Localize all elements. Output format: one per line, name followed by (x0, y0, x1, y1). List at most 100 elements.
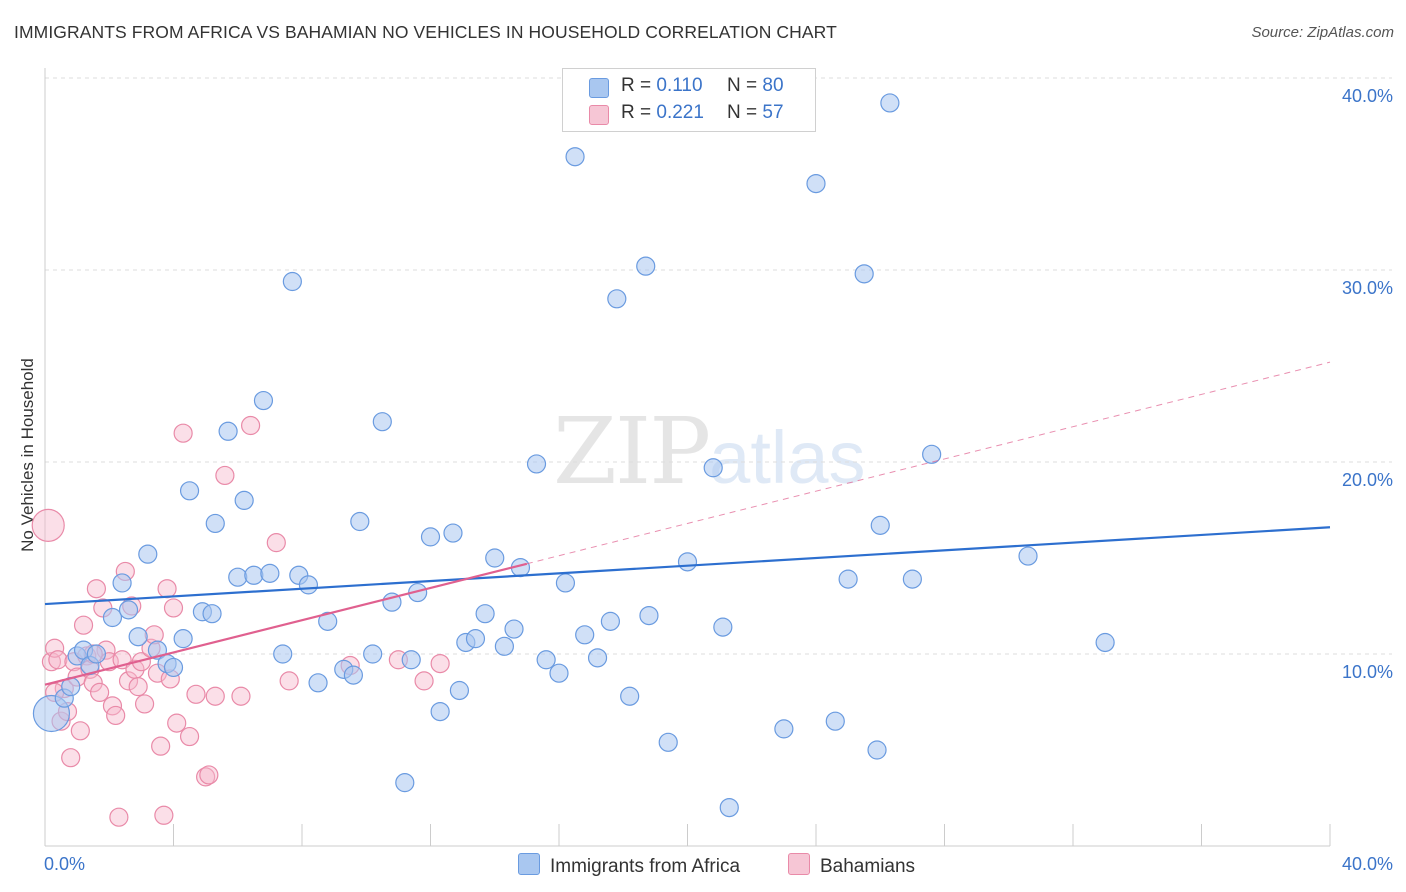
point-immigrants-from-africa (350, 511, 370, 532)
point-immigrants-from-africa (494, 636, 514, 656)
chart-title: IMMIGRANTS FROM AFRICA VS BAHAMIAN NO VE… (14, 22, 837, 42)
point-immigrants-from-africa (867, 740, 887, 760)
legend-r-label: R = (621, 75, 652, 96)
point-immigrants-from-africa (677, 552, 698, 572)
point-immigrants-from-africa (636, 256, 656, 276)
y-tick-label: 30.0% (1342, 278, 1393, 298)
point-immigrants-from-africa (475, 604, 495, 624)
point-immigrants-from-africa (138, 544, 158, 564)
point-immigrants-from-africa (202, 604, 222, 624)
point-immigrants-from-africa (298, 575, 319, 595)
point-bahamians (231, 686, 251, 706)
series-immigrants-from-africa-points (32, 93, 1115, 818)
legend-n-value: 80 (762, 75, 784, 96)
point-immigrants-from-africa (555, 573, 576, 593)
point-immigrants-from-africa (838, 569, 858, 589)
point-immigrants-from-africa (620, 686, 640, 706)
point-immigrants-from-africa (228, 567, 248, 587)
point-immigrants-from-africa (565, 147, 585, 167)
point-immigrants-from-africa (179, 481, 200, 501)
tick-labels: 10.0% 20.0% 30.0% 40.0% 0.0% 40.0% (44, 86, 1393, 874)
legend-r-label: R = (621, 102, 652, 123)
point-immigrants-from-africa (430, 701, 450, 722)
bottom-legend-swatch-blue (518, 853, 540, 875)
point-immigrants-from-africa (1095, 632, 1115, 653)
point-bahamians (90, 682, 110, 703)
point-immigrants-from-africa (549, 663, 569, 683)
source-credit: Source: ZipAtlas.com (1251, 24, 1394, 41)
point-immigrants-from-africa (806, 174, 826, 194)
point-immigrants-from-africa (658, 732, 678, 752)
point-immigrants-from-africa (575, 625, 595, 645)
point-immigrants-from-africa (173, 629, 193, 649)
point-bahamians (151, 736, 171, 756)
bottom-legend-label-bahamians: Bahamians (820, 856, 916, 877)
point-immigrants-from-africa (713, 617, 733, 637)
point-immigrants-from-africa (253, 390, 274, 411)
legend-n-label: N = (727, 75, 758, 96)
point-bahamians (179, 726, 200, 747)
point-immigrants-from-africa (372, 412, 392, 432)
point-immigrants-from-africa (600, 611, 621, 631)
point-immigrants-from-africa (102, 607, 123, 628)
point-immigrants-from-africa (86, 644, 107, 664)
point-bahamians (163, 598, 184, 618)
y-tick-label: 10.0% (1342, 662, 1393, 682)
point-immigrants-from-africa (639, 605, 659, 626)
point-immigrants-from-africa (870, 515, 890, 535)
point-immigrants-from-africa (163, 657, 184, 678)
point-bahamians (205, 686, 225, 706)
grid-lines (45, 77, 1392, 655)
series-bahamians-points (31, 415, 450, 827)
legend-r-value: 0.221 (656, 102, 704, 123)
x-tick-label-min: 0.0% (44, 854, 85, 874)
point-immigrants-from-africa (395, 773, 415, 793)
point-bahamians (118, 671, 139, 691)
point-immigrants-from-africa (825, 711, 845, 731)
bottom-legend-immigrants: Immigrants from Africa (518, 853, 740, 878)
point-bahamians (199, 765, 219, 785)
point-bahamians (167, 713, 187, 733)
y-tick-label: 40.0% (1342, 86, 1393, 106)
point-bahamians (430, 653, 450, 674)
point-immigrants-from-africa (536, 650, 556, 670)
legend-n-text: N = 57 (727, 102, 784, 124)
point-immigrants-from-africa (205, 513, 225, 534)
point-bahamians (157, 579, 177, 599)
point-immigrants-from-africa (922, 444, 942, 464)
legend-swatch-pink (589, 105, 609, 125)
axes (44, 68, 1331, 847)
point-bahamians (61, 748, 81, 768)
point-bahamians (128, 677, 148, 697)
point-immigrants-from-africa (118, 600, 139, 620)
point-bahamians (109, 807, 129, 827)
point-immigrants-from-africa (504, 619, 524, 639)
point-bahamians (186, 684, 206, 704)
point-immigrants-from-africa (343, 665, 363, 685)
point-bahamians (215, 465, 235, 486)
point-immigrants-from-africa (854, 264, 874, 284)
point-bahamians (154, 805, 174, 825)
point-bahamians (134, 694, 155, 714)
point-immigrants-from-africa (607, 289, 627, 309)
watermark-zip: ZIP (553, 398, 711, 505)
point-bahamians (173, 423, 193, 443)
legend-swatch-blue (589, 78, 609, 98)
point-immigrants-from-africa (282, 271, 302, 292)
legend-r-text: R = 0.221 (621, 102, 704, 124)
point-immigrants-from-africa (260, 563, 280, 583)
point-immigrants-from-africa (1018, 546, 1038, 566)
legend-n-value: 57 (762, 102, 784, 123)
bottom-legend-bahamians: Bahamians (788, 853, 915, 878)
legend-n-label: N = (727, 102, 758, 123)
point-immigrants-from-africa (112, 573, 132, 593)
correlation-legend: R = 0.110 N = 80 R = 0.221 N = 57 (562, 68, 816, 132)
point-immigrants-from-africa (485, 548, 505, 568)
legend-n-text: N = 80 (727, 75, 784, 97)
legend-r-value: 0.110 (656, 75, 703, 96)
trendline-immigrants-from-africa (44, 526, 1331, 606)
point-bahamians (196, 767, 216, 787)
point-immigrants-from-africa (902, 569, 922, 589)
point-bahamians (70, 721, 90, 741)
point-immigrants-from-africa (273, 644, 293, 664)
